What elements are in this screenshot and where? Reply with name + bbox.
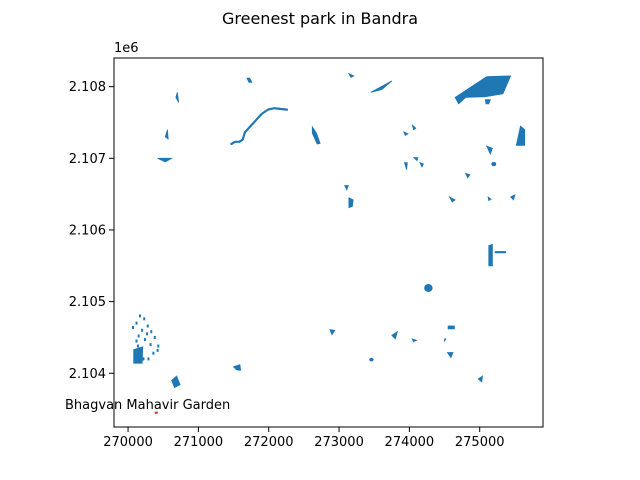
park-strip (230, 107, 289, 146)
park-speck (149, 343, 152, 347)
park-polygon (487, 196, 492, 202)
park-polygon (485, 145, 493, 156)
park-polygon (412, 157, 419, 162)
park-polygon (347, 72, 355, 78)
paths-layer (230, 107, 289, 146)
park-speck (146, 324, 149, 328)
park-polygon (454, 75, 512, 105)
park-polygon (171, 375, 181, 389)
park-speck (135, 321, 138, 325)
y-tick-label: 2.104 (69, 367, 106, 382)
park-polygon (464, 172, 471, 179)
park-speck (157, 344, 160, 348)
park-polygon (391, 330, 399, 340)
park-polygon (515, 125, 526, 146)
park-speck (153, 335, 156, 339)
park-polygon (424, 284, 433, 292)
park-polygon (369, 357, 374, 362)
park-speck (147, 357, 150, 361)
x-tick-label: 272000 (244, 435, 294, 450)
park-polygon (133, 346, 144, 364)
x-tick-label: 274000 (385, 435, 435, 450)
park-speck (146, 332, 149, 336)
park-polygon (246, 77, 253, 83)
y-axis: 2.104 2.105 2.106 2.107 2.108 (69, 80, 114, 382)
park-polygon (403, 162, 408, 170)
park-polygon (491, 161, 497, 167)
y-tick-label: 2.105 (69, 295, 106, 310)
park-speck (141, 328, 144, 332)
x-tick-label: 273000 (314, 435, 364, 450)
park-polygon (370, 80, 393, 93)
highlight-layer (154, 411, 158, 414)
x-tick-label: 275000 (455, 435, 505, 450)
park-speck (156, 348, 159, 352)
x-tick-label: 271000 (174, 435, 224, 450)
park-polygon (164, 129, 169, 140)
park-polygon (348, 197, 354, 209)
x-tick-label: 270000 (103, 435, 153, 450)
y-tick-label: 2.108 (69, 80, 106, 95)
axes-frame (113, 57, 544, 428)
figure-title: Greenest park in Bandra (222, 9, 418, 28)
park-speck (143, 317, 146, 321)
parks-layer (133, 72, 526, 389)
park-polygon (484, 99, 491, 105)
park-polygon (141, 357, 145, 361)
park-polygon (232, 364, 242, 371)
park-polygon (488, 243, 493, 267)
park-polygon (509, 194, 516, 201)
park-polygon (419, 161, 424, 168)
park-polygon (157, 157, 174, 163)
park-speck (143, 338, 146, 342)
y-tick-label: 2.106 (69, 223, 106, 238)
park-speck (137, 334, 140, 338)
park-speck (152, 351, 155, 355)
park-polygon (448, 196, 456, 203)
park-polygon (446, 352, 454, 359)
park-polygon (477, 375, 484, 383)
park-polygon (411, 338, 418, 343)
park-speck (136, 344, 139, 348)
park-polygon (447, 325, 455, 330)
park-polygon (344, 185, 349, 191)
park-polygon (311, 125, 321, 145)
specks-layer (131, 314, 160, 361)
park-annotation: Bhagvan Mahavir Garden (65, 398, 230, 413)
park-polygon (175, 92, 180, 103)
park-polygon (444, 338, 447, 343)
park-polygon (411, 124, 417, 131)
park-polygon (494, 251, 507, 254)
x-axis: 270000 271000 272000 273000 274000 275000 (103, 427, 505, 450)
park-polygon (403, 130, 409, 136)
park-speck (150, 330, 153, 334)
park-speck (131, 325, 134, 329)
plot-area (131, 72, 526, 414)
park-speck (139, 314, 142, 318)
park-speck (135, 339, 138, 343)
y-offset-label: 1e6 (114, 41, 139, 56)
y-tick-label: 2.107 (69, 152, 106, 167)
park-polygon (329, 329, 336, 336)
highlighted-park (154, 411, 158, 414)
